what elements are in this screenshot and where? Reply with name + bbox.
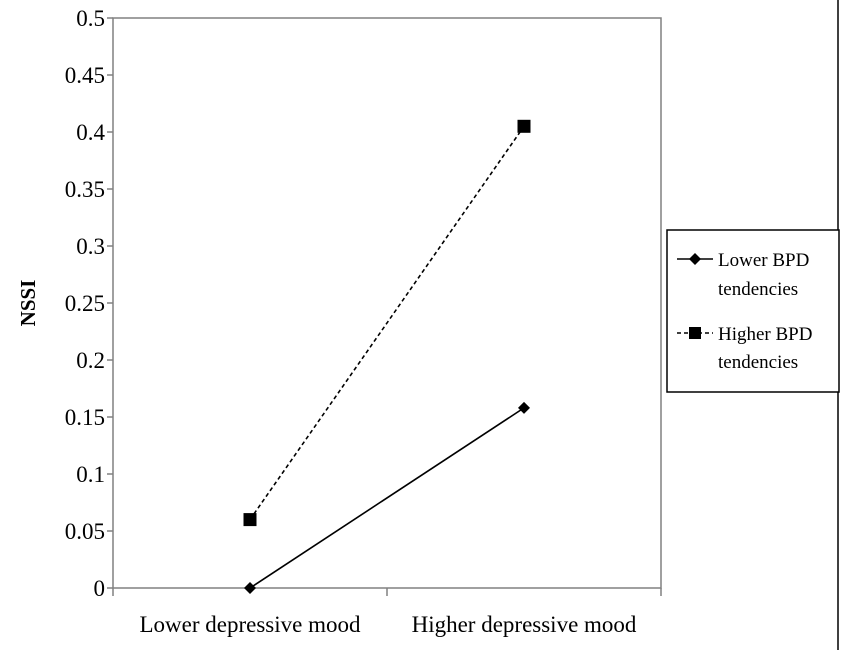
- plot-area-frame: [112, 17, 662, 589]
- x-axis: Lower depressive mood Higher depressive m…: [112, 588, 662, 637]
- y-tick-label: 0.05: [65, 519, 105, 544]
- y-tick-label: 0.35: [65, 177, 105, 202]
- data-point-square: [517, 119, 531, 133]
- series-lower-bpd: [244, 401, 530, 594]
- legend: Lower BPD tendencies Higher BPD tendenci…: [666, 229, 840, 393]
- legend-square-marker: [689, 327, 701, 339]
- y-tick-label: 0.2: [76, 348, 105, 373]
- data-point-diamond: [244, 582, 256, 594]
- legend-label-line2: tendencies: [718, 279, 798, 300]
- y-tick-label: 0.45: [65, 63, 105, 88]
- legend-diamond-marker: [689, 253, 701, 265]
- legend-entry-lower-bpd: Lower BPD tendencies: [677, 250, 809, 300]
- x-tick-label: Lower depressive mood: [140, 612, 361, 637]
- y-tick-label: 0.25: [65, 291, 105, 316]
- series-line: [249, 125, 525, 521]
- y-axis-title: NSSI: [16, 280, 40, 327]
- y-axis: 0 0.05 0.1 0.15 0.2 0.25 0.3 0.35 0.4 0.45 0.5: [65, 6, 113, 601]
- series-line: [249, 407, 525, 589]
- series-layer: [243, 119, 531, 594]
- x-tick-label: Higher depressive mood: [412, 612, 637, 637]
- legend-label-line1: Lower BPD: [718, 250, 809, 271]
- series-higher-bpd: [243, 119, 531, 527]
- data-point-square: [243, 513, 257, 527]
- legend-label-line1: Higher BPD: [718, 324, 812, 345]
- y-tick-label: 0.4: [76, 120, 105, 145]
- y-tick-label: 0.1: [76, 462, 105, 487]
- data-point-diamond: [518, 401, 530, 414]
- y-tick-label: 0: [94, 576, 106, 601]
- y-tick-label: 0.3: [76, 234, 105, 259]
- legend-label-line2: tendencies: [718, 352, 798, 373]
- y-tick-label: 0.15: [65, 405, 105, 430]
- legend-entry-higher-bpd: Higher BPD tendencies: [677, 324, 812, 373]
- y-tick-label: 0.5: [76, 6, 105, 31]
